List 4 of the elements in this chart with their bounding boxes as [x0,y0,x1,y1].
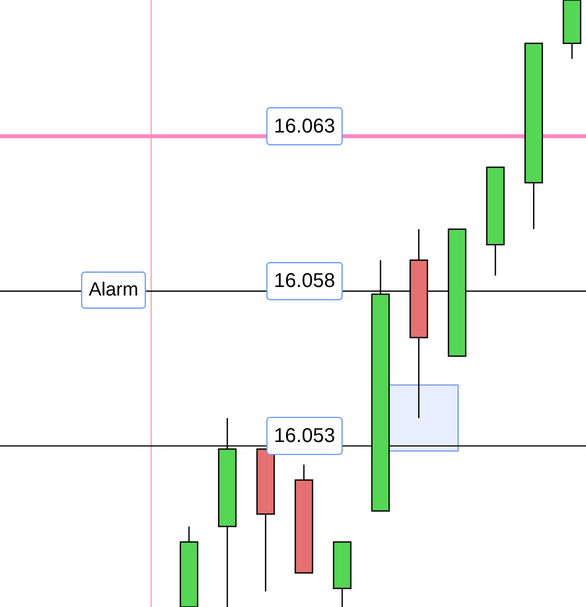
annotation: Alarm [88,280,138,301]
ref-line-label: 16.058 [274,270,336,292]
ref-line-label: 16.063 [274,115,336,138]
ref-line-label: 16.053 [274,424,336,447]
